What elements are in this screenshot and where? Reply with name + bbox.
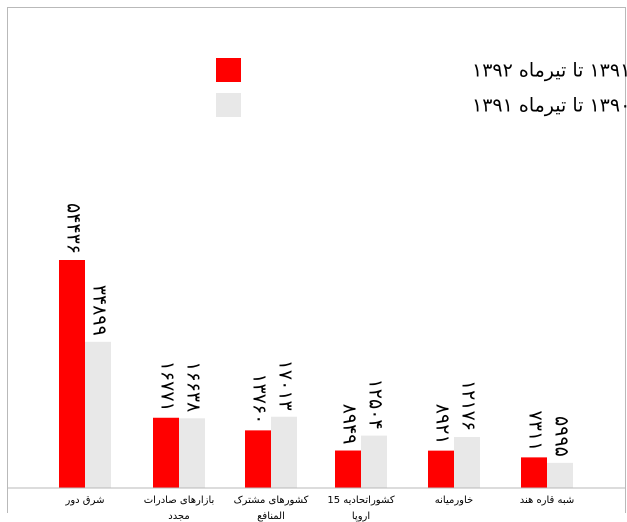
value-label-current-0: ۵۴۴۳۶	[63, 203, 85, 254]
x-tick-label-3: 15 کشوراتحادیه اروپا	[327, 495, 394, 522]
bar-current-1	[153, 417, 179, 488]
bars	[59, 260, 573, 488]
x-tick-label-1: بازارهای صادرات مجدد	[144, 495, 215, 522]
legend-label-1: مهر۱۳۹۰ تا تیرماه ۱۳۹۱	[472, 95, 627, 117]
x-tick-label-0: شرق دور	[65, 495, 105, 506]
legend: مهر ۱۳۹۱ تا تیرماه ۱۳۹۲ مهر۱۳۹۰ تا تیرماه…	[216, 58, 627, 117]
x-tick-label-4: خاورمیانه	[435, 495, 473, 506]
value-label-previous-5: ۵۹۹۵	[551, 416, 573, 457]
bar-previous-5	[547, 462, 573, 488]
x-tick-labels: شرق دور بازارهای صادرات مجدد کشورهای مشترک ا…	[65, 495, 575, 522]
value-label-previous-3: ۱۲۵۰۴	[365, 379, 387, 430]
value-label-current-5: ۷۳۱۱	[525, 411, 547, 452]
bar-current-4	[428, 450, 454, 488]
bar-current-5	[521, 457, 547, 488]
value-label-current-1: ۱۶۷۷۱	[157, 361, 179, 412]
bar-current-2	[245, 430, 271, 488]
legend-swatch-1	[216, 93, 241, 117]
bar-previous-3	[361, 435, 387, 488]
value-label-previous-4: ۱۲۱۷۶	[458, 380, 480, 431]
legend-swatch-0	[216, 58, 241, 82]
value-label-previous-2: ۱۷۰۱۳	[275, 360, 297, 411]
bar-previous-2	[271, 416, 297, 488]
x-tick-label-2: کشورهای مشترک المنافع	[234, 495, 309, 522]
bar-previous-4	[454, 437, 480, 488]
bar-previous-0	[85, 341, 111, 488]
bar-current-3	[335, 450, 361, 488]
x-tick-label-5: شبه قاره هند	[520, 495, 575, 506]
legend-label-0: مهر ۱۳۹۱ تا تیرماه ۱۳۹۲	[472, 60, 627, 82]
value-label-current-3: ۸۹۴۹	[339, 404, 361, 445]
value-label-previous-1: ۱۶۶۳۸	[183, 361, 205, 412]
chart-frame	[7, 7, 626, 513]
value-label-current-4: ۸۹۲۱	[432, 404, 454, 445]
bar-current-0	[59, 260, 85, 488]
value-labels: ۵۴۴۳۶ ۳۴۸۹۹ ۱۶۷۷۱ ۱۶۶۳۸ ۱۳۷۶۰ ۱۷۰۱۳ ۸۹۴۹ ۱۲۵۰۴ ۸…	[63, 203, 573, 457]
value-label-current-2: ۱۳۷۶۰	[249, 373, 271, 424]
bar-previous-1	[179, 418, 205, 488]
value-label-previous-0: ۳۴۸۹۹	[89, 285, 111, 336]
